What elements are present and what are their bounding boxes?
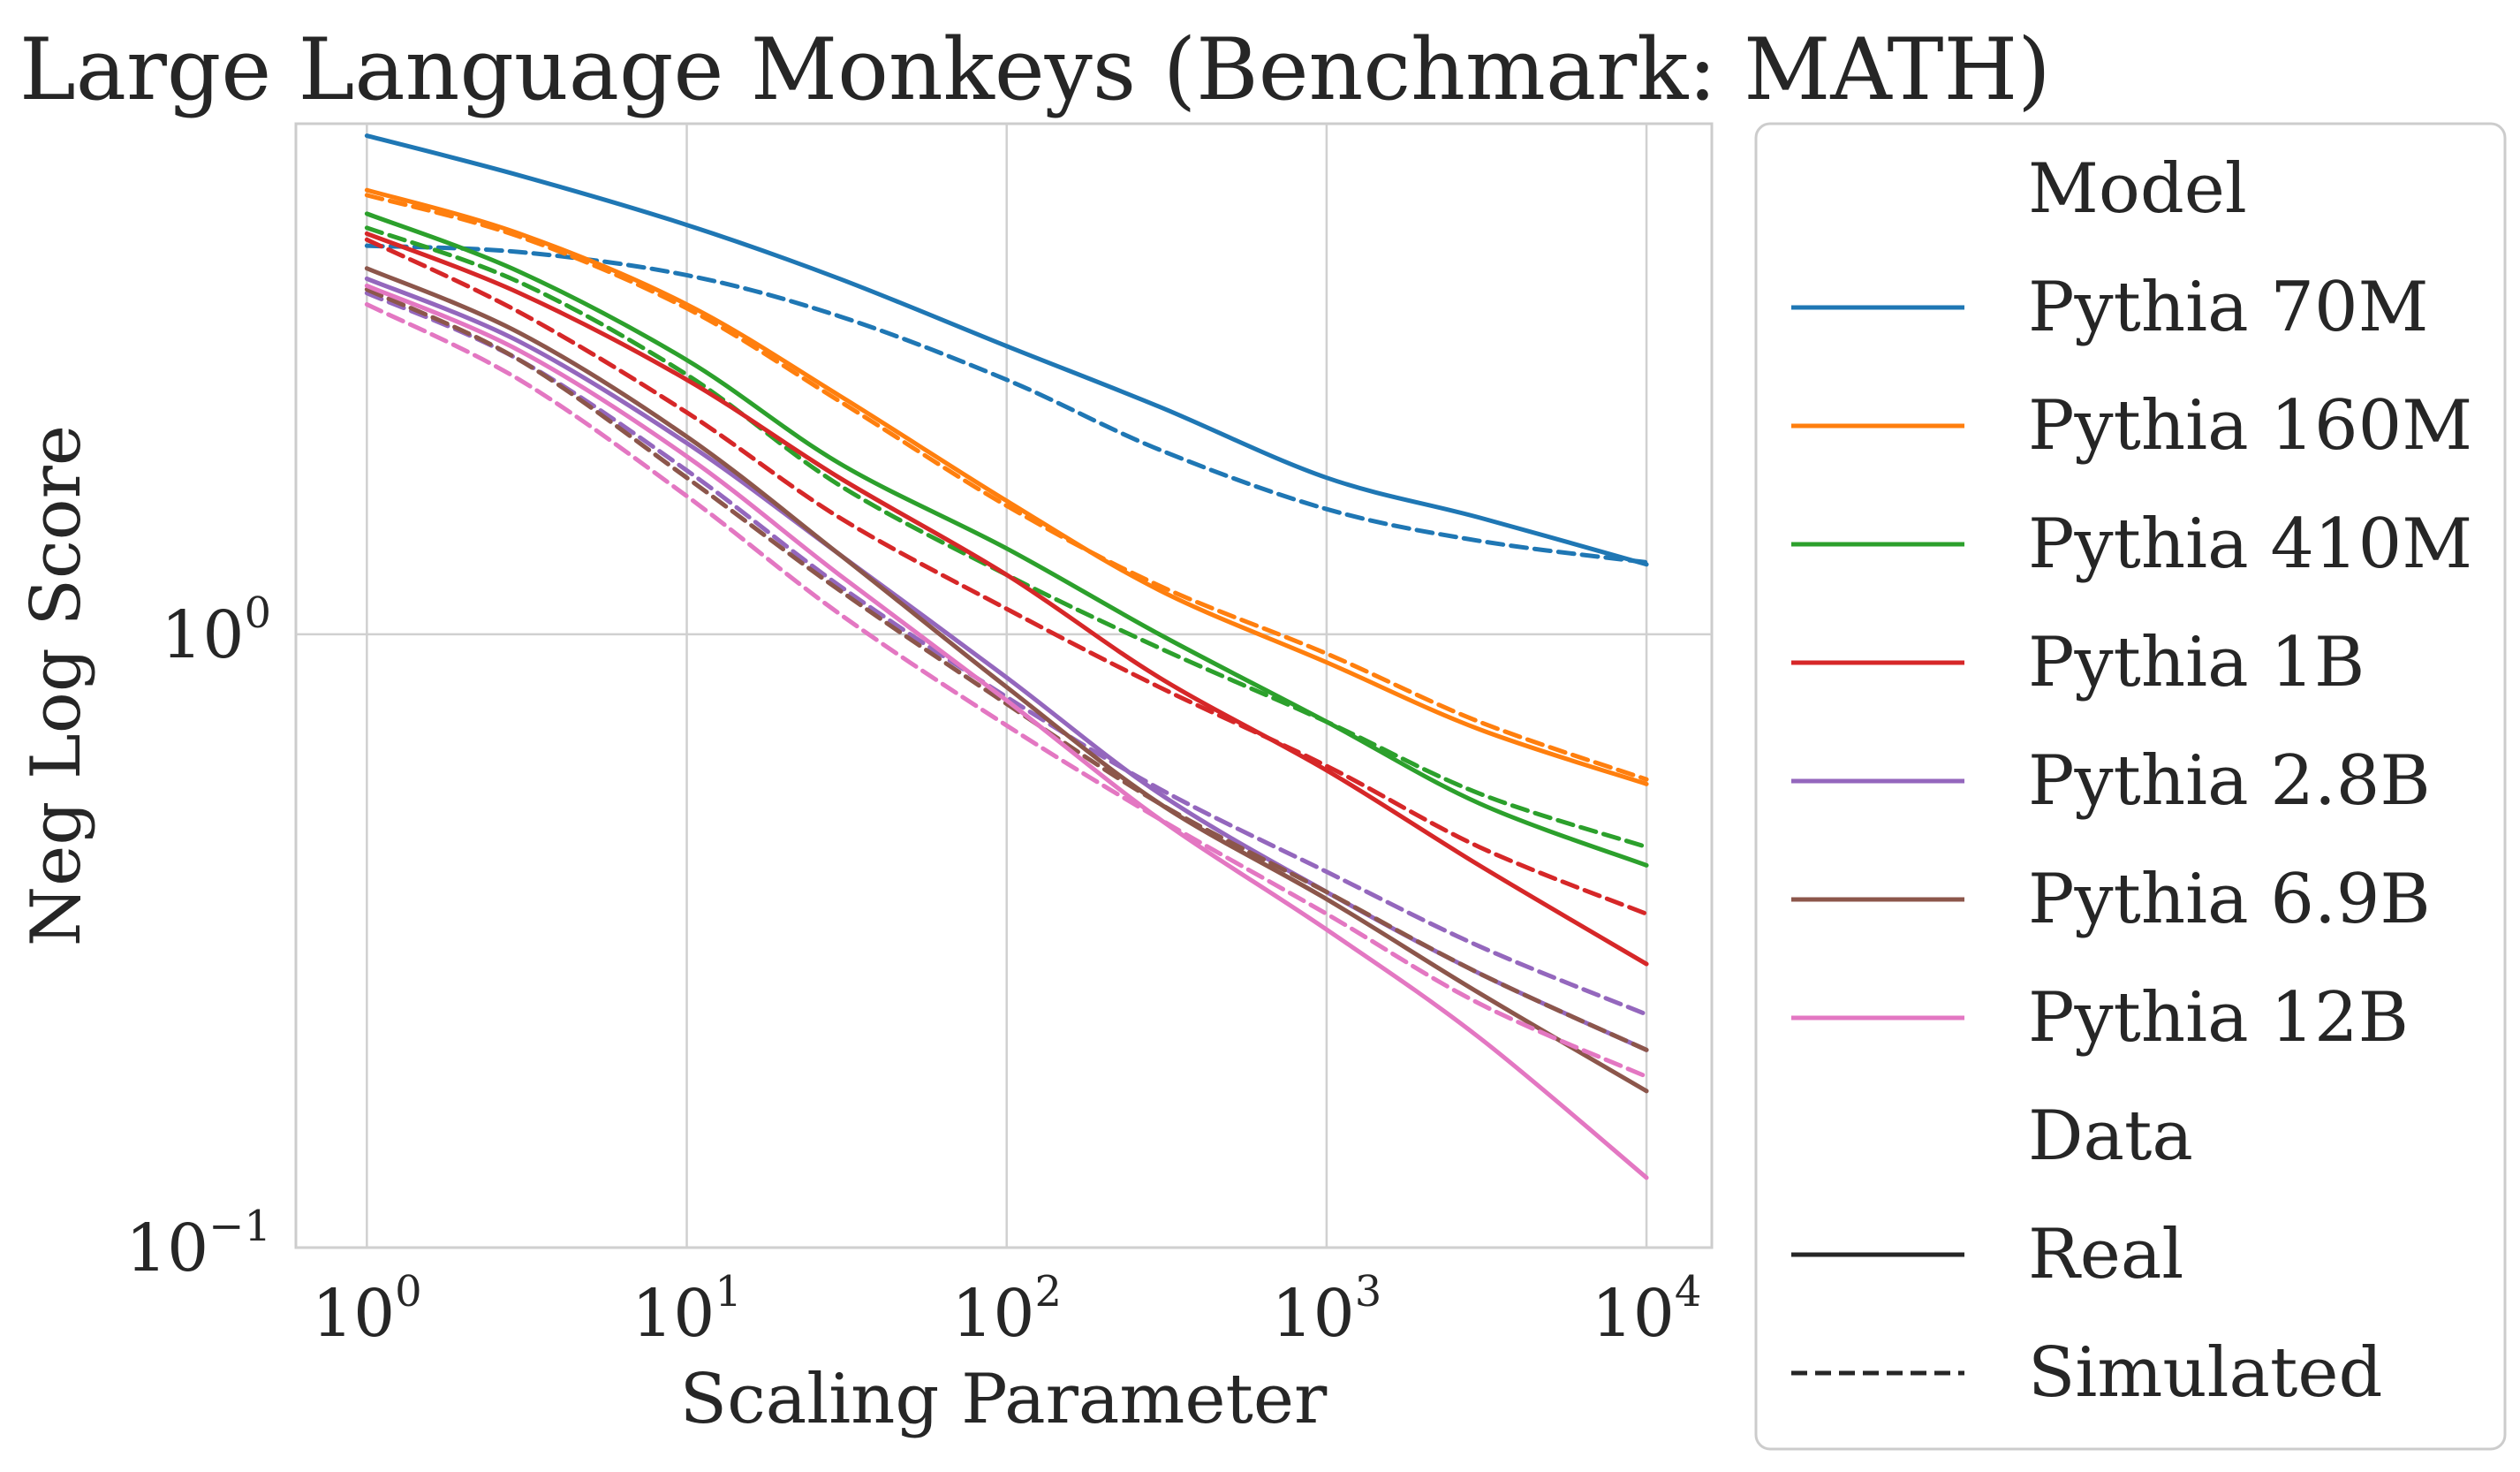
legend-label-pythia-160m: Pythia 160M xyxy=(2028,386,2472,466)
grid xyxy=(296,124,1712,1249)
series-line-pythia-12b-simulated xyxy=(364,302,1649,1080)
x-tick-exponent: 2 xyxy=(1035,1267,1063,1316)
y-tick-label: 100 xyxy=(161,588,271,673)
x-tick-exponent: 3 xyxy=(1355,1267,1382,1316)
legend-label-pythia-1b: Pythia 1B xyxy=(2028,623,2365,702)
x-tick-base: 10 xyxy=(951,1276,1034,1352)
legend-label-real: Real xyxy=(2028,1215,2183,1294)
series-line-pythia-160m-simulated xyxy=(364,193,1649,782)
x-axis-label: Scaling Parameter xyxy=(680,1360,1328,1439)
legend-label-simulated: Simulated xyxy=(2028,1333,2382,1413)
legend-label-pythia-12b: Pythia 12B xyxy=(2028,978,2409,1058)
series-line-pythia-70m-real xyxy=(364,133,1649,567)
series-line-pythia-12b-real xyxy=(364,283,1649,1180)
y-tick-base: 10 xyxy=(161,597,244,673)
legend-label-pythia-2-8b: Pythia 2.8B xyxy=(2028,741,2431,821)
series-line-pythia-6-9b-real xyxy=(364,266,1649,1094)
legend: Model Pythia 70M Pythia 160M Pythia 410M Pyt… xyxy=(1754,122,2507,1451)
legend-frame xyxy=(1754,122,2507,1451)
series-line-pythia-1b-real xyxy=(364,231,1649,967)
series-lines xyxy=(364,133,1649,1180)
x-tick-label: 101 xyxy=(632,1267,742,1352)
series-line-pythia-1b-simulated xyxy=(364,237,1649,916)
y-tick-exponent: −1 xyxy=(208,1202,271,1251)
legend-label-pythia-70m: Pythia 70M xyxy=(2028,268,2429,347)
legend-items: Model Pythia 70M Pythia 160M Pythia 410M Pyt… xyxy=(1791,149,2472,1413)
series-line-pythia-6-9b-simulated xyxy=(364,287,1649,1052)
legend-heading-model: Model xyxy=(2028,149,2247,229)
legend-label-pythia-6-9b: Pythia 6.9B xyxy=(2028,860,2431,939)
x-tick-label: 102 xyxy=(951,1267,1062,1352)
x-tick-labels: 100 101 102 103 104 xyxy=(312,1267,1701,1352)
x-tick-base: 10 xyxy=(1592,1276,1675,1352)
x-tick-exponent: 0 xyxy=(395,1267,422,1316)
x-tick-label: 103 xyxy=(1272,1267,1382,1352)
x-tick-label: 104 xyxy=(1592,1267,1702,1352)
series-line-pythia-410m-real xyxy=(364,211,1649,868)
y-tick-base: 10 xyxy=(125,1210,208,1286)
x-tick-base: 10 xyxy=(312,1276,395,1352)
legend-label-pythia-410m: Pythia 410M xyxy=(2028,505,2472,584)
y-axis-label: Neg Log Score xyxy=(17,425,96,946)
x-tick-exponent: 1 xyxy=(715,1267,742,1316)
series-line-pythia-160m-real xyxy=(364,187,1649,786)
legend-heading-data: Data xyxy=(2028,1096,2193,1176)
x-tick-base: 10 xyxy=(1272,1276,1355,1352)
x-tick-exponent: 4 xyxy=(1675,1267,1702,1316)
y-tick-exponent: 0 xyxy=(244,588,271,638)
chart-title: Large Language Monkeys (Benchmark: MATH) xyxy=(19,20,2051,119)
x-tick-label: 100 xyxy=(312,1267,422,1352)
x-tick-base: 10 xyxy=(632,1276,715,1352)
y-tick-label: 10−1 xyxy=(125,1202,271,1286)
